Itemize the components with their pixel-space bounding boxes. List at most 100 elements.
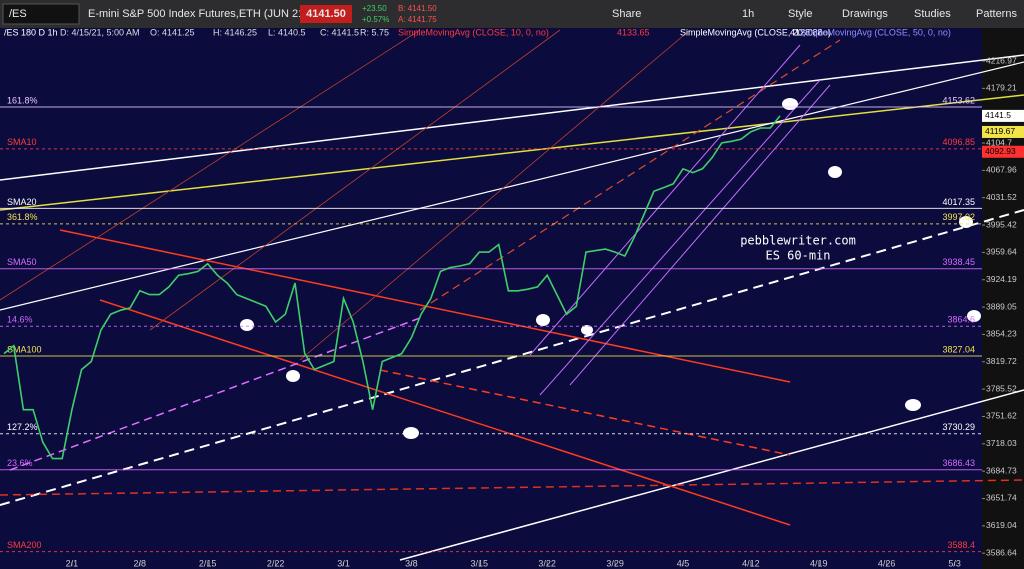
level-value: 3864.6 bbox=[947, 315, 975, 325]
price-tag-label: 4141.5 bbox=[985, 110, 1011, 120]
drawings bbox=[0, 29, 1024, 561]
level-value: 3730.29 bbox=[942, 422, 975, 432]
y-tick-label: 4216.97 bbox=[986, 55, 1017, 65]
x-tick-label: 2/15 bbox=[199, 558, 217, 568]
y-tick-label: 3651.74 bbox=[986, 493, 1017, 503]
level-label: SMA10 bbox=[7, 137, 37, 147]
price-line bbox=[3, 115, 781, 460]
toolbar-button[interactable]: Patterns bbox=[976, 8, 1017, 20]
marker bbox=[581, 325, 593, 335]
y-tick-label: 3819.72 bbox=[986, 356, 1017, 366]
level-value: 3827.04 bbox=[942, 344, 975, 354]
trendline bbox=[0, 209, 1024, 506]
y-tick-label: 4067.96 bbox=[986, 165, 1017, 175]
channel bbox=[539, 79, 821, 396]
x-tick-label: 3/15 bbox=[471, 558, 489, 568]
study-value: 4128.88 bbox=[790, 27, 823, 37]
x-tick-label: 2/22 bbox=[267, 558, 285, 568]
toolbar-button[interactable]: Share bbox=[612, 8, 641, 20]
trendline bbox=[149, 29, 561, 331]
marker bbox=[959, 216, 973, 228]
level-value: 3588.4 bbox=[947, 540, 975, 550]
x-tick-label: 4/26 bbox=[878, 558, 896, 568]
legend-field: H: 4146.25 bbox=[213, 27, 257, 37]
legend-field: O: 4141.25 bbox=[150, 27, 195, 37]
symbol-box[interactable] bbox=[2, 3, 80, 25]
trendline bbox=[0, 54, 1024, 181]
y-tick-label: 3924.19 bbox=[986, 274, 1017, 284]
buttons: Share 1h Style Drawings Studies Patterns bbox=[612, 8, 1017, 20]
price-tag bbox=[982, 109, 1024, 122]
legend-field: C: 4141.5 bbox=[320, 27, 359, 37]
marker bbox=[905, 399, 921, 411]
marker bbox=[828, 166, 842, 178]
trendline bbox=[399, 389, 1024, 561]
study-name: SimpleMovingAvg (CLOSE, 50, 0, no) bbox=[800, 27, 951, 37]
last-price: 4141.50 bbox=[306, 8, 346, 20]
trendline bbox=[419, 39, 841, 311]
level-label: 161.8% bbox=[7, 95, 38, 105]
legend-field: D: 4/15/21, 5:00 AM bbox=[60, 27, 140, 37]
legend-field: R: 5.75 bbox=[360, 27, 389, 37]
y-tick-label: 3586.64 bbox=[986, 547, 1017, 557]
study-value: 4133.65 bbox=[617, 27, 650, 37]
level-label: 23.6% bbox=[7, 458, 33, 468]
x-tick-label: 2/1 bbox=[66, 558, 79, 568]
trendline bbox=[0, 29, 421, 301]
y-tick-label: 3751.62 bbox=[986, 411, 1017, 421]
annotation: ES 60-min bbox=[765, 249, 830, 263]
y-tick-label: 3995.42 bbox=[986, 219, 1017, 229]
level-label: 14.6% bbox=[7, 315, 33, 325]
axis-bg bbox=[982, 28, 1024, 569]
level-label: 127.2% bbox=[7, 422, 38, 432]
x-tick-label: 3/22 bbox=[538, 558, 556, 568]
trendline bbox=[299, 29, 691, 361]
legend: /ES 180 D 1h D: 4/15/21, 5:00 AM O: 4141.2… bbox=[4, 27, 951, 37]
last-box bbox=[300, 5, 352, 23]
study-name: SimpleMovingAvg (CLOSE, 20, 0, no) bbox=[680, 27, 831, 37]
toolbar-button[interactable]: Style bbox=[788, 8, 812, 20]
level-value: 4153.62 bbox=[942, 95, 975, 105]
y-tick-label: 4031.52 bbox=[986, 192, 1017, 202]
x-tick-label: 4/12 bbox=[742, 558, 760, 568]
channel bbox=[529, 44, 801, 356]
legend-symbol: /ES 180 D 1h bbox=[4, 27, 58, 37]
marker bbox=[286, 370, 300, 382]
level-value: 4096.85 bbox=[942, 137, 975, 147]
trendline bbox=[99, 299, 791, 526]
bid: B: 4141.50 bbox=[398, 4, 437, 13]
x-tick-label: 4/19 bbox=[810, 558, 828, 568]
price-tag bbox=[982, 125, 1024, 138]
toolbar: /ES E-mini S&P 500 Index Futures,ETH (JU… bbox=[2, 3, 1017, 25]
trendline bbox=[0, 479, 1024, 496]
channel bbox=[569, 84, 831, 386]
level-label: SMA50 bbox=[7, 257, 37, 267]
toolbar-button[interactable]: Drawings bbox=[842, 8, 888, 20]
y-tick-label: 3959.64 bbox=[986, 247, 1017, 257]
price-tag bbox=[982, 145, 1024, 158]
x-tick-label: 2/8 bbox=[134, 558, 147, 568]
level-value: 4017.35 bbox=[942, 197, 975, 207]
toolbar-button[interactable]: 1h bbox=[742, 8, 754, 20]
level-value: 3997.02 bbox=[942, 212, 975, 222]
x-tick-label: 4/5 bbox=[677, 558, 690, 568]
level-value: 3686.43 bbox=[942, 458, 975, 468]
toolbar-button[interactable]: Studies bbox=[914, 8, 951, 20]
toolbar-bg bbox=[0, 0, 1024, 28]
x-tick-label: 5/3 bbox=[948, 558, 961, 568]
level-label: SMA20 bbox=[7, 197, 37, 207]
change: +23.50 bbox=[362, 4, 387, 13]
trendline bbox=[379, 369, 791, 456]
level-label: SMA100 bbox=[7, 344, 42, 354]
x-tick-label: 3/1 bbox=[337, 558, 350, 568]
x-tick-label: 3/8 bbox=[405, 558, 418, 568]
y-tick-label: 3854.23 bbox=[986, 329, 1017, 339]
price-tag-label: 4092.93 bbox=[985, 146, 1016, 156]
description: E-mini S&P 500 Index Futures,ETH (JUN 21… bbox=[88, 8, 308, 20]
marker bbox=[240, 319, 254, 331]
legend-field: L: 4140.5 bbox=[268, 27, 306, 37]
y-tick-label: 3718.03 bbox=[986, 438, 1017, 448]
y-tick-label: 3684.73 bbox=[986, 465, 1017, 475]
